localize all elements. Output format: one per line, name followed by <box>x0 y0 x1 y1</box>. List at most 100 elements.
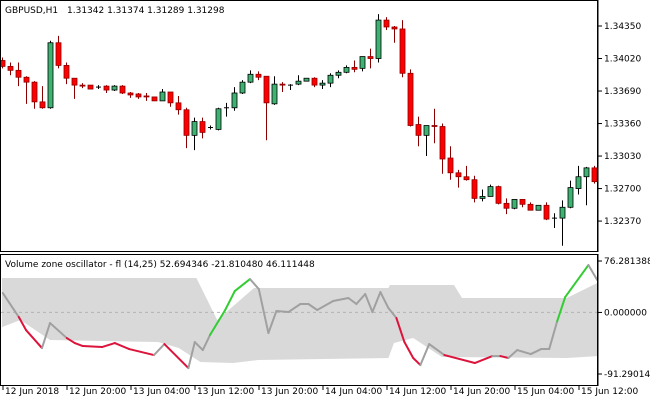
candle-body <box>31 81 38 103</box>
oscillator-axis[interactable]: 76.281388 0.000000 -91.290143 <box>597 254 650 386</box>
candle <box>367 48 374 69</box>
oscillator-segment-neutral <box>364 293 374 314</box>
candle <box>239 80 246 94</box>
oscillator-tick-label: 0.000000 <box>604 308 647 318</box>
candle-body <box>439 126 446 160</box>
candle-body <box>247 73 254 83</box>
oscillator-tick-label: -91.290143 <box>604 370 650 380</box>
oscillator-segment-bear <box>473 355 494 365</box>
candle-body <box>127 92 134 96</box>
price-tick-label: 1.33030 <box>604 152 641 162</box>
candle-body <box>151 96 158 102</box>
candle-body <box>79 84 86 87</box>
candle <box>63 62 70 85</box>
oscillator-band <box>2 278 598 364</box>
oscillator-line <box>1 264 599 370</box>
candle <box>191 117 198 151</box>
candle-body <box>431 125 438 127</box>
oscillator-segment-neutral <box>371 291 382 314</box>
oscillator-segment-neutral <box>49 322 68 340</box>
time-axis[interactable]: 12 Jun 2018 12 Jun 20:00 13 Jun 04:00 13 Ju… <box>2 386 638 397</box>
candle-body <box>503 202 510 209</box>
price-tick-label: 1.32370 <box>604 217 641 227</box>
candle <box>208 125 213 130</box>
candle <box>151 96 158 102</box>
candle-body <box>463 176 470 181</box>
price-candles <box>0 14 598 246</box>
candle-body <box>391 26 398 30</box>
candle <box>39 86 46 109</box>
candle-body <box>311 77 318 86</box>
candle-body <box>479 196 486 199</box>
candle-body <box>423 125 430 136</box>
candle-body <box>495 186 502 204</box>
oscillator-segment-bear <box>73 342 84 348</box>
time-tick-label: 13 Jun 04:00 <box>133 387 190 397</box>
candle-body <box>415 124 422 136</box>
oscillator-segment-neutral <box>201 334 211 352</box>
oscillator-segment-neutral <box>307 303 319 312</box>
oscillator-segment-neutral <box>257 288 270 335</box>
oscillator-segment-neutral <box>332 297 350 303</box>
candle <box>535 204 542 211</box>
oscillator-segment-bull <box>233 278 251 293</box>
oscillator-segment-neutral <box>153 343 166 357</box>
candle <box>7 62 14 76</box>
candle <box>23 76 30 104</box>
candle <box>335 70 342 79</box>
candle <box>175 95 182 115</box>
candle <box>511 198 518 210</box>
candle <box>455 169 462 188</box>
candle-body <box>63 65 70 79</box>
candle-body <box>575 176 582 189</box>
candle-body <box>215 108 222 130</box>
candle <box>399 20 406 78</box>
oscillator-segment-neutral <box>1 292 20 319</box>
candle <box>0 57 6 69</box>
price-tick-label: 1.33690 <box>604 87 641 97</box>
oscillator-segment-bull <box>564 264 590 299</box>
candle <box>159 89 166 102</box>
candle <box>407 69 414 127</box>
oscillator-segment-bear <box>499 355 510 360</box>
candle-body <box>199 121 206 133</box>
oscillator-segment-bear <box>81 345 103 349</box>
oscillator-segment-bear <box>443 354 476 365</box>
main-chart-frame <box>0 0 598 252</box>
price-tick-label: 1.33360 <box>604 120 641 130</box>
ohlc-label: 1.31342 1.31374 1.31289 1.31298 <box>67 6 225 16</box>
candle-body <box>263 75 270 104</box>
candle-body <box>87 84 94 90</box>
candle <box>96 85 101 90</box>
oscillator-segment-bull <box>224 290 236 312</box>
candle <box>503 198 510 215</box>
oscillator-segment-neutral <box>419 343 431 367</box>
oscillator-segment-bear <box>403 341 415 360</box>
oscillator-segment-neutral <box>193 341 204 352</box>
candle <box>567 180 574 209</box>
candle <box>479 189 486 202</box>
price-axis[interactable]: 1.34350 1.34020 1.33690 1.33360 1.33030 1.327… <box>597 0 641 252</box>
candle-body <box>271 83 278 105</box>
candle <box>431 108 438 144</box>
candle-body <box>583 167 590 178</box>
candle-body <box>103 85 110 91</box>
candle <box>423 125 430 157</box>
oscillator-segment-neutral <box>41 322 51 350</box>
candle-body <box>55 42 62 66</box>
candle-body <box>383 19 390 28</box>
candle <box>111 85 118 92</box>
time-tick-label: 12 Jun 20:00 <box>69 387 126 397</box>
oscillator-segment-neutral <box>267 310 278 335</box>
candle-body <box>39 101 46 109</box>
candle <box>255 71 262 81</box>
oscillator-segment-neutral <box>379 291 390 310</box>
candle-body <box>447 157 454 174</box>
price-tick-label: 1.34350 <box>604 22 641 32</box>
candle <box>415 116 422 147</box>
candle <box>31 81 38 109</box>
candle-body <box>143 95 150 98</box>
candle-body <box>255 73 262 78</box>
oscillator-segment-neutral <box>516 349 532 356</box>
